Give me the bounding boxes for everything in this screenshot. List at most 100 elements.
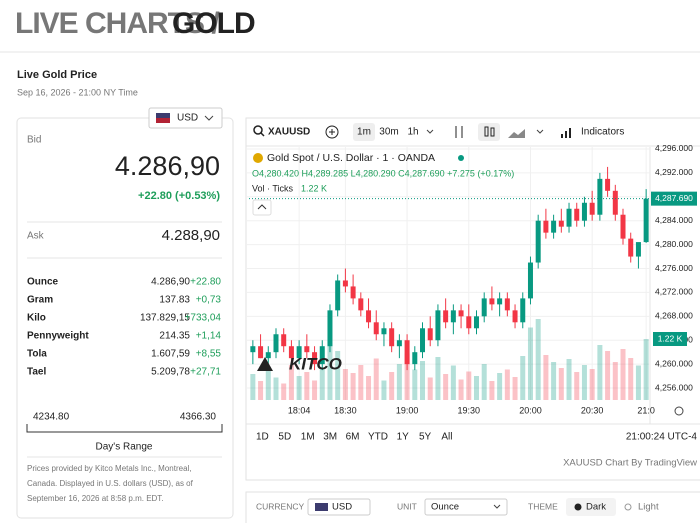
candle-body xyxy=(558,220,564,227)
unit-price: 137.83 xyxy=(159,295,190,306)
candle-body xyxy=(481,298,487,317)
volume-bar xyxy=(342,369,348,400)
chart-card xyxy=(245,117,700,481)
bid: 4.286,90 xyxy=(115,151,220,181)
currency-value[interactable]: USD xyxy=(332,502,352,513)
candle-body xyxy=(319,346,325,365)
unit-change: +0,73 xyxy=(196,295,222,306)
light[interactable]: Light xyxy=(638,502,659,513)
range-bar xyxy=(26,424,223,433)
chevron xyxy=(257,204,267,210)
volume-bar xyxy=(327,346,333,400)
interval[interactable]: 1m xyxy=(357,127,371,138)
candle-body xyxy=(612,190,618,215)
y-tick-label: 4,272.000 xyxy=(655,287,693,297)
volume-bar xyxy=(420,361,426,400)
range-button[interactable]: 5D xyxy=(278,432,291,443)
volume-bar xyxy=(396,364,402,400)
candle-body xyxy=(335,280,341,311)
x-tick-label: 20:30 xyxy=(581,405,604,415)
unit-name: Gram xyxy=(27,295,53,306)
candle-body xyxy=(281,334,287,347)
range-button[interactable]: YTD xyxy=(368,432,388,443)
attribution[interactable]: XAUUSD Chart By TradingView xyxy=(563,458,697,469)
volume-bar xyxy=(581,365,587,400)
dark-toggle[interactable] xyxy=(566,498,616,516)
indicators[interactable]: Indicators xyxy=(581,127,624,138)
search-icon[interactable] xyxy=(253,125,263,135)
unit-name: Tael xyxy=(27,367,46,378)
chart-type-icon[interactable] xyxy=(455,126,463,138)
volume-bar xyxy=(512,377,518,400)
volume-bar xyxy=(312,380,318,400)
candle-body xyxy=(288,346,294,359)
y-tick-label: 4,292.000 xyxy=(655,167,693,177)
settings-icon[interactable] xyxy=(674,406,684,416)
candle-body xyxy=(497,298,503,305)
candle-body xyxy=(273,334,279,353)
volume-bar xyxy=(273,377,279,400)
range-button[interactable]: 3M xyxy=(323,432,337,443)
volume-bar xyxy=(335,351,341,400)
range-button[interactable]: 6M xyxy=(346,432,360,443)
volume-bar xyxy=(358,365,364,400)
volume-box xyxy=(653,332,687,346)
sun-icon xyxy=(624,503,632,511)
candle-body xyxy=(265,352,271,359)
add-icon[interactable] xyxy=(325,125,339,139)
interval[interactable]: 30m xyxy=(379,127,398,138)
currency-select[interactable]: USD xyxy=(148,107,223,129)
currency[interactable]: USD xyxy=(177,113,198,124)
range-button[interactable]: 1M xyxy=(301,432,315,443)
area-icon[interactable] xyxy=(508,129,525,138)
volume-bar xyxy=(466,371,472,400)
volume-bar xyxy=(520,356,526,400)
unit-price: 214.35 xyxy=(159,331,190,342)
dark[interactable]: Dark xyxy=(586,502,606,513)
unit-value[interactable]: Ounce xyxy=(431,502,459,513)
volume-bar xyxy=(288,365,294,400)
volume-bar xyxy=(597,345,603,400)
candle-body xyxy=(628,238,634,257)
candle-body xyxy=(581,202,587,221)
candle-body xyxy=(373,322,379,335)
candle-icon xyxy=(484,126,489,137)
range-button[interactable]: 1D xyxy=(256,432,269,443)
title-prefix: LIVE CHARTS / xyxy=(15,7,220,40)
volume-bar xyxy=(443,374,449,400)
candle-body xyxy=(450,310,456,323)
footnote-line: September 16, 2026 at 8:58 p.m. EDT. xyxy=(27,494,164,503)
candle-icon-bg[interactable] xyxy=(478,123,500,141)
candle-body xyxy=(635,242,641,257)
toolbar: XAUUSD 1m 30m 1h Indicators xyxy=(253,123,624,141)
candle-icon xyxy=(490,127,495,137)
candle-body xyxy=(342,280,348,287)
flag xyxy=(315,503,328,511)
ask-label: Ask xyxy=(27,231,45,242)
range-button[interactable]: 5Y xyxy=(419,432,432,443)
plot: 4,256.0004,260.0004,264.0004,268.0004,27… xyxy=(247,143,697,424)
footnote-line: Prices provided by Kitco Metals Inc., Mo… xyxy=(27,464,192,473)
candle-body xyxy=(312,352,318,365)
candle-body xyxy=(396,340,402,347)
candle-body xyxy=(643,198,649,243)
y-tick-label: 4,256.000 xyxy=(655,382,693,392)
unit-select[interactable] xyxy=(424,498,508,516)
volume-bar xyxy=(543,355,549,400)
range-button[interactable]: 1Y xyxy=(397,432,410,443)
range-button[interactable]: All xyxy=(441,432,452,443)
volume-bar xyxy=(258,381,264,400)
moon-icon xyxy=(574,503,582,511)
interval[interactable]: 1h xyxy=(407,127,418,138)
last-price-box xyxy=(651,191,697,206)
collapse-button[interactable] xyxy=(252,199,272,216)
volume-bar xyxy=(296,376,302,400)
unit-table: Ounce 4.286,90 +22.80 Gram 137.83 +0,73 Kilo 13… xyxy=(27,277,221,378)
y-tick-label: 4,268.000 xyxy=(655,311,693,321)
volume-bar xyxy=(427,377,433,400)
volume-bar xyxy=(350,373,356,400)
indicators-icon[interactable] xyxy=(561,128,571,138)
flag-stripe xyxy=(156,118,170,123)
symbol[interactable]: XAUUSD xyxy=(268,127,310,138)
